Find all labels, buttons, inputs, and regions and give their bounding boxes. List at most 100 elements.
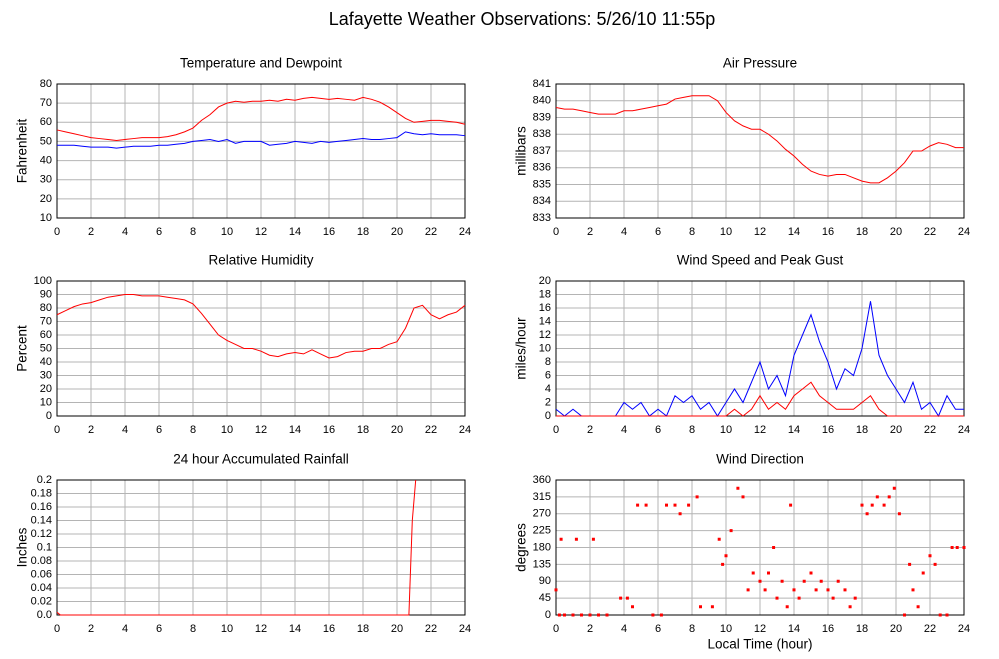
data-point xyxy=(831,596,835,600)
x-tick-label: 24 xyxy=(958,226,970,238)
y-tick-label: 40 xyxy=(40,356,52,368)
data-point xyxy=(797,596,801,600)
x-tick-label: 0 xyxy=(54,623,60,635)
x-tick-label: 22 xyxy=(425,226,437,238)
data-point xyxy=(921,571,925,575)
y-tick-label: 0 xyxy=(545,609,551,621)
x-tick-label: 24 xyxy=(459,623,471,635)
y-tick-label: 135 xyxy=(533,558,551,570)
data-point xyxy=(580,613,583,617)
data-point xyxy=(911,588,915,592)
x-tick-label: 12 xyxy=(255,424,267,436)
data-point xyxy=(772,546,776,549)
x-tick-label: 8 xyxy=(689,424,695,436)
x-tick-label: 8 xyxy=(689,623,695,635)
y-tick-label: 80 xyxy=(40,302,52,314)
y-tick-label: 50 xyxy=(40,135,52,147)
panel-title: 24 hour Accumulated Rainfall xyxy=(173,452,349,467)
x-tick-label: 2 xyxy=(587,623,593,635)
y-tick-label: 0 xyxy=(46,410,52,422)
x-tick-label: 0 xyxy=(54,424,60,436)
data-point xyxy=(950,546,954,549)
data-point xyxy=(605,613,609,617)
x-tick-label: 22 xyxy=(425,424,437,436)
x-tick-label: 14 xyxy=(788,226,800,238)
x-tick-label: 8 xyxy=(689,226,695,238)
data-point xyxy=(928,554,932,558)
data-point xyxy=(710,605,714,609)
data-point xyxy=(916,605,920,609)
data-point xyxy=(717,537,721,541)
data-point xyxy=(631,605,634,609)
data-point xyxy=(574,537,578,541)
panel-title: Air Pressure xyxy=(723,56,797,71)
data-point xyxy=(736,486,740,490)
y-tick-label: 12 xyxy=(539,329,551,341)
data-point xyxy=(860,503,864,507)
data-point xyxy=(563,613,566,617)
y-tick-label: 841 xyxy=(533,78,551,90)
x-tick-label: 0 xyxy=(54,226,60,238)
x-tick-label: 10 xyxy=(720,424,732,436)
data-point xyxy=(945,613,949,617)
y-axis-label: millibars xyxy=(514,126,529,176)
y-tick-label: 0.0 xyxy=(37,609,52,621)
y-tick-label: 90 xyxy=(539,575,551,587)
y-tick-label: 10 xyxy=(40,396,52,408)
x-tick-label: 4 xyxy=(621,424,627,436)
data-point xyxy=(557,613,561,617)
data-line xyxy=(56,96,466,141)
y-tick-label: 30 xyxy=(40,174,52,186)
y-tick-label: 60 xyxy=(40,329,52,341)
panel-title: Temperature and Dewpoint xyxy=(180,56,342,71)
x-tick-label: 2 xyxy=(88,623,94,635)
y-tick-label: 20 xyxy=(40,383,52,395)
y-tick-label: 0 xyxy=(545,410,551,422)
y-tick-label: 60 xyxy=(40,116,52,128)
data-line xyxy=(555,301,964,418)
x-tick-label: 22 xyxy=(924,623,936,635)
y-tick-label: 0.04 xyxy=(31,582,52,594)
x-tick-label: 16 xyxy=(822,226,834,238)
y-tick-label: 0.14 xyxy=(31,514,52,526)
data-point xyxy=(699,605,702,609)
y-tick-label: 90 xyxy=(40,288,52,300)
y-tick-label: 10 xyxy=(40,212,52,224)
x-tick-label: 20 xyxy=(890,424,902,436)
data-line xyxy=(56,479,417,616)
x-tick-label: 16 xyxy=(822,424,834,436)
x-tick-label: 0 xyxy=(553,424,559,436)
data-point xyxy=(870,503,874,507)
data-point xyxy=(687,503,691,507)
data-point xyxy=(724,554,728,558)
x-tick-label: 24 xyxy=(459,226,471,238)
x-tick-label: 2 xyxy=(88,226,94,238)
y-tick-label: 836 xyxy=(533,162,551,174)
x-tick-label: 14 xyxy=(788,424,800,436)
x-tick-label: 14 xyxy=(289,424,301,436)
x-tick-label: 6 xyxy=(156,623,162,635)
y-tick-label: 837 xyxy=(533,145,551,157)
data-point xyxy=(673,503,677,507)
data-line xyxy=(556,381,964,417)
data-line xyxy=(57,131,466,149)
data-point xyxy=(625,596,629,600)
data-point xyxy=(758,579,762,583)
data-point xyxy=(780,579,784,583)
data-point xyxy=(933,562,937,566)
data-point xyxy=(721,562,725,566)
x-tick-label: 16 xyxy=(323,424,335,436)
x-tick-label: 16 xyxy=(822,623,834,635)
data-point xyxy=(597,613,600,617)
y-tick-label: 315 xyxy=(533,491,551,503)
y-tick-label: 0.16 xyxy=(31,501,52,513)
data-point xyxy=(767,571,770,575)
x-tick-label: 12 xyxy=(754,424,766,436)
x-tick-label: 14 xyxy=(289,226,301,238)
data-point xyxy=(665,503,668,507)
panel-title: Wind Speed and Peak Gust xyxy=(677,253,844,268)
plot-border xyxy=(56,280,466,417)
y-tick-label: 838 xyxy=(533,128,551,140)
data-point xyxy=(729,529,733,533)
